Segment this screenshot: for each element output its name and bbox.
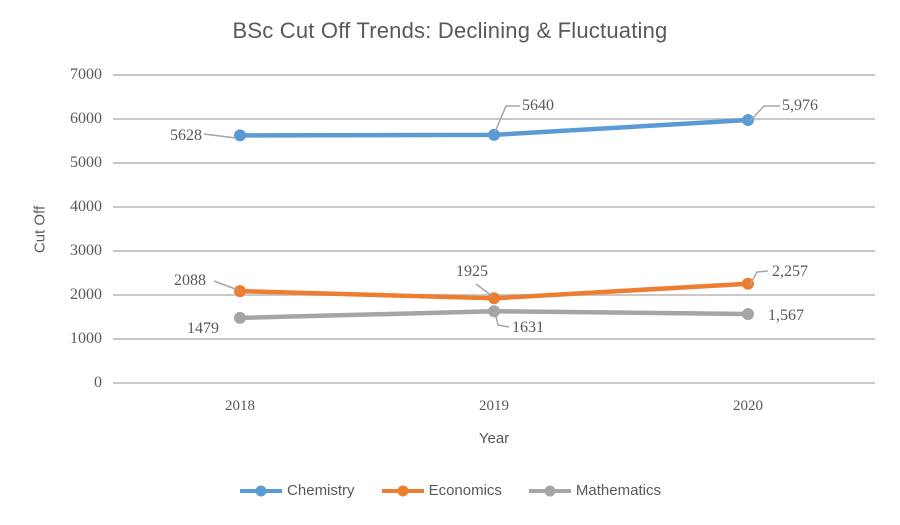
data-label-mathematics-2020: 1,567 xyxy=(768,307,804,324)
y-tick-6000: 6000 xyxy=(70,110,102,127)
x-tick-2019: 2019 xyxy=(479,398,509,414)
y-tick-4000: 4000 xyxy=(70,198,102,215)
y-tick-1000: 1000 xyxy=(70,330,102,347)
legend-item-mathematics: Mathematics xyxy=(528,482,661,499)
chart-title: BSc Cut Off Trends: Declining & Fluctuat… xyxy=(232,18,668,43)
legend: Chemistry Economics Mathematics xyxy=(0,482,900,499)
y-tick-0: 0 xyxy=(94,374,102,391)
data-label-mathematics-2018: 1479 xyxy=(187,320,219,337)
data-label-economics-2020: 2,257 xyxy=(772,263,808,280)
data-label-chemistry-2019: 5640 xyxy=(522,97,554,114)
x-tick-2018: 2018 xyxy=(225,398,255,414)
y-tick-3000: 3000 xyxy=(70,242,102,259)
legend-item-chemistry: Chemistry xyxy=(239,482,355,499)
legend-label-chemistry: Chemistry xyxy=(287,482,355,499)
x-axis-title: Year xyxy=(478,430,510,447)
economics-line-marker-icon xyxy=(381,485,424,496)
data-label-economics-2018: 2088 xyxy=(174,272,206,289)
x-tick-2020: 2020 xyxy=(733,398,763,414)
data-label-mathematics-2019: 1631 xyxy=(512,319,544,336)
legend-label-economics: Economics xyxy=(428,482,502,499)
y-tick-7000: 7000 xyxy=(70,66,102,83)
y-axis-title: Cut Off xyxy=(31,205,49,254)
mathematics-line-marker-icon xyxy=(528,485,571,496)
y-tick-5000: 5000 xyxy=(70,154,102,171)
legend-label-mathematics: Mathematics xyxy=(575,482,661,499)
data-label-chemistry-2018: 5628 xyxy=(170,127,202,144)
y-tick-2000: 2000 xyxy=(70,286,102,303)
chemistry-line-marker-icon xyxy=(240,485,283,496)
data-label-chemistry-2020: 5,976 xyxy=(782,97,818,114)
legend-item-economics: Economics xyxy=(381,482,502,499)
data-label-economics-2019: 1925 xyxy=(456,263,488,280)
